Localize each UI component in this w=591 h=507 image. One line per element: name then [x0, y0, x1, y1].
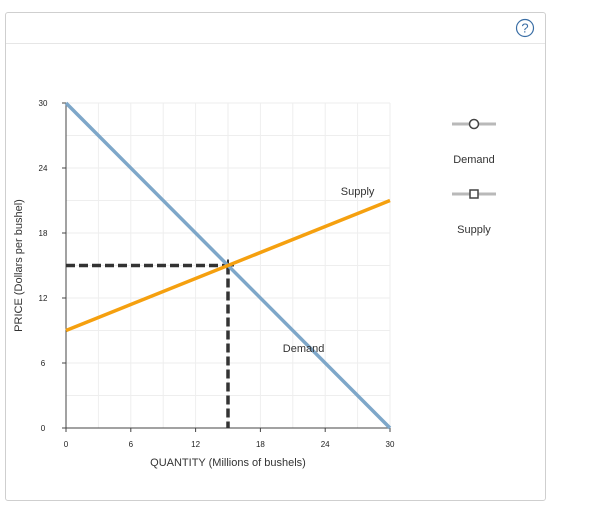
- y-tick-label: 6: [41, 359, 46, 368]
- panel-toolbar: ?: [6, 13, 545, 44]
- x-tick-label: 18: [256, 440, 265, 449]
- y-tick-label: 18: [39, 229, 48, 238]
- y-axis-label: PRICE (Dollars per bushel): [13, 199, 25, 332]
- y-tick-label: 30: [39, 99, 48, 108]
- series-lines: [64, 101, 392, 430]
- circle-marker-icon: [468, 118, 480, 130]
- supply-curve-label: Supply: [341, 186, 375, 198]
- curve-labels: Demand Supply: [283, 186, 375, 355]
- tick-labels: 0 6 12 18 24 30 0 6 12 18 24 30: [39, 99, 395, 449]
- help-button[interactable]: ?: [515, 18, 535, 38]
- equilibrium-guides: [66, 259, 234, 428]
- supply-legend-label: Supply: [457, 224, 491, 236]
- x-axis-label: QUANTITY (Millions of bushels): [150, 457, 306, 469]
- square-marker-icon: [469, 189, 479, 199]
- y-tick-label: 0: [41, 424, 46, 433]
- y-tick-label: 24: [39, 164, 48, 173]
- x-tick-label: 12: [191, 440, 200, 449]
- demand-curve-label: Demand: [283, 343, 325, 355]
- supply-line: [65, 198, 391, 333]
- x-tick-label: 30: [386, 440, 395, 449]
- svg-text:?: ?: [521, 21, 528, 36]
- y-tick-label: 12: [39, 294, 48, 303]
- x-tick-label: 24: [321, 440, 330, 449]
- x-tick-label: 0: [64, 440, 69, 449]
- x-tick-label: 6: [129, 440, 134, 449]
- question-circle-icon: ?: [515, 18, 535, 38]
- legend: Demand Supply: [452, 118, 496, 236]
- question-panel: ?: [5, 12, 546, 501]
- demand-legend-label: Demand: [453, 154, 495, 166]
